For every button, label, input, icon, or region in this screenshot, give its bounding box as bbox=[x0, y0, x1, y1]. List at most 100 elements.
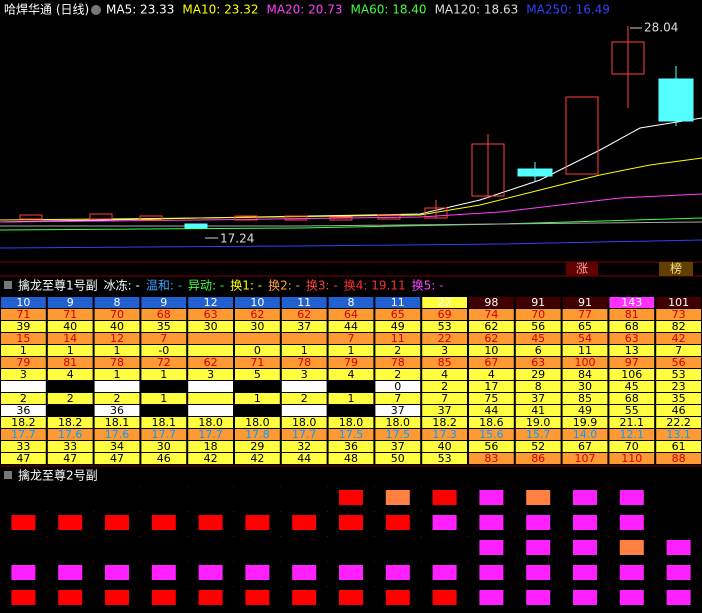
collapse-icon[interactable] bbox=[4, 471, 12, 479]
badge: 涨 bbox=[576, 261, 588, 276]
cell-value: 22.2 bbox=[666, 416, 691, 429]
cell-value: 68 bbox=[625, 320, 639, 333]
cell-value: 49 bbox=[391, 320, 405, 333]
cell-value: 17.7 bbox=[198, 428, 223, 441]
ma-label: MA120: 18.63 bbox=[435, 3, 519, 17]
cell-bg bbox=[281, 381, 327, 392]
cell-value: 4 bbox=[67, 368, 74, 381]
candles bbox=[19, 26, 694, 229]
signal-square bbox=[385, 515, 410, 530]
cell-value: 36 bbox=[344, 440, 358, 453]
cell-bg bbox=[515, 309, 561, 320]
cell-value: 45 bbox=[625, 380, 639, 393]
cell-bg bbox=[609, 381, 655, 392]
cell-bg bbox=[235, 297, 280, 308]
cell-bg bbox=[375, 309, 421, 320]
collapse-icon[interactable] bbox=[4, 281, 12, 289]
cell-value: 62 bbox=[297, 308, 311, 321]
cell-value: 47 bbox=[63, 452, 77, 465]
cell-bg bbox=[562, 345, 608, 356]
cell-bg bbox=[328, 321, 374, 332]
cell-value: 7 bbox=[441, 392, 448, 405]
cell-value: 53 bbox=[438, 320, 452, 333]
cell-bg bbox=[141, 393, 187, 404]
signal-square bbox=[11, 515, 36, 530]
cell-bg bbox=[235, 333, 280, 344]
signal-square bbox=[479, 590, 504, 605]
cell-value: 30 bbox=[157, 440, 171, 453]
cell-bg bbox=[94, 429, 140, 440]
cell-value: 18 bbox=[204, 440, 218, 453]
signal-square bbox=[245, 590, 270, 605]
signal-square bbox=[526, 565, 551, 580]
cell-bg bbox=[422, 369, 467, 380]
cell-bg bbox=[656, 369, 701, 380]
cell-value: 12 bbox=[110, 332, 124, 345]
cell-value: 2 bbox=[114, 392, 121, 405]
cell-bg bbox=[328, 381, 374, 392]
signal-square bbox=[479, 490, 504, 505]
badge: 榜 bbox=[670, 261, 682, 276]
cell-value: 61 bbox=[672, 440, 686, 453]
signal-square bbox=[339, 515, 363, 530]
cell-value: 17.7 bbox=[292, 428, 317, 441]
signal-square bbox=[151, 565, 176, 580]
cell-bg bbox=[47, 309, 93, 320]
cell-bg bbox=[609, 321, 655, 332]
cell-value: 19.0 bbox=[526, 416, 551, 429]
toggle-icon[interactable] bbox=[91, 5, 101, 15]
cell-bg bbox=[47, 405, 93, 416]
cell-value: 49 bbox=[578, 404, 592, 417]
cell-value: 84 bbox=[578, 368, 592, 381]
cell-bg bbox=[422, 417, 467, 428]
cell-bg bbox=[188, 381, 233, 392]
cell-bg bbox=[469, 393, 514, 404]
cell-bg bbox=[235, 369, 280, 380]
signal-square bbox=[58, 515, 83, 530]
cell-value: 14.0 bbox=[573, 428, 598, 441]
cell-bg bbox=[47, 441, 93, 452]
cell-bg bbox=[656, 405, 701, 416]
cell-value: 70 bbox=[531, 308, 545, 321]
cell-value: 33 bbox=[63, 440, 77, 453]
cell-bg bbox=[94, 321, 140, 332]
cell-bg bbox=[609, 429, 655, 440]
cell-bg bbox=[515, 345, 561, 356]
cell-value: 44 bbox=[484, 404, 498, 417]
cell-bg bbox=[469, 429, 514, 440]
signal-square bbox=[292, 515, 317, 530]
candle bbox=[471, 143, 505, 197]
ma-label: MA60: 18.40 bbox=[351, 3, 427, 17]
cell-bg bbox=[94, 417, 140, 428]
cell-value: 18.0 bbox=[198, 416, 223, 429]
cell-value: 6 bbox=[535, 344, 542, 357]
cell-value: 91 bbox=[578, 296, 592, 309]
signal-square bbox=[619, 565, 644, 580]
cell-value: 97 bbox=[625, 356, 639, 369]
cell-value: 71 bbox=[250, 356, 264, 369]
cell-value: 14 bbox=[63, 332, 77, 345]
cell-bg bbox=[328, 393, 374, 404]
cell-value: 79 bbox=[344, 356, 358, 369]
cell-value: 17.6 bbox=[58, 428, 83, 441]
cell-value: 1 bbox=[160, 392, 167, 405]
cell-bg bbox=[375, 345, 421, 356]
cell-bg bbox=[281, 333, 327, 344]
cell-value: 50 bbox=[391, 452, 405, 465]
cell-value: 22 bbox=[438, 332, 452, 345]
cell-value: 69 bbox=[438, 308, 452, 321]
cell-value: 1 bbox=[254, 392, 261, 405]
cell-value: 1 bbox=[160, 368, 167, 381]
cell-value: 78 bbox=[110, 356, 124, 369]
cell-value: 35 bbox=[672, 392, 686, 405]
cell-bg bbox=[141, 381, 187, 392]
cell-value: 37 bbox=[438, 404, 452, 417]
cell-bg bbox=[281, 369, 327, 380]
signal-square bbox=[292, 565, 317, 580]
cell-bg bbox=[188, 369, 233, 380]
cell-value: 55 bbox=[625, 404, 639, 417]
low-label: 17.24 bbox=[220, 232, 254, 246]
cell-value: 4 bbox=[348, 368, 355, 381]
cell-bg bbox=[375, 321, 421, 332]
cell-bg bbox=[609, 453, 655, 464]
